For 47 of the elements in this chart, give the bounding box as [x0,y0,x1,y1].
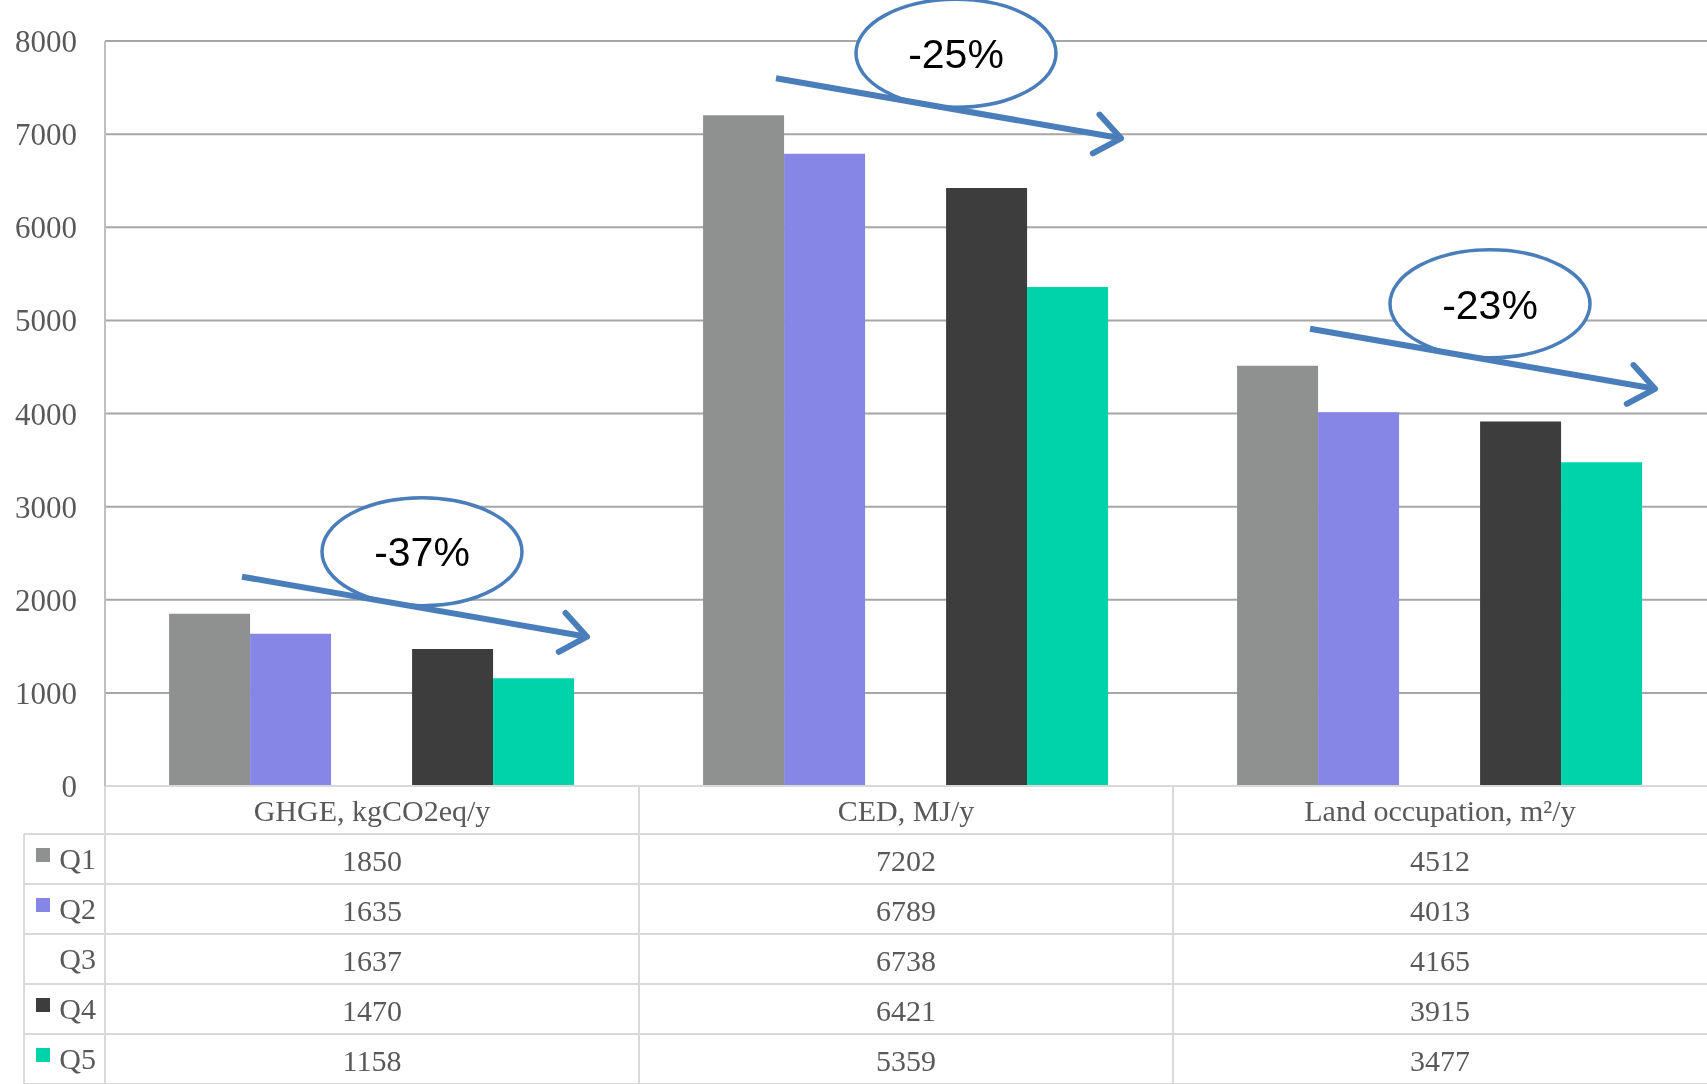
data-label: 7202 [875,843,937,879]
bar [412,649,494,786]
bar [250,633,332,786]
annotation: -23% [1442,281,1538,328]
legend-label: Q1 [58,841,96,877]
legend-label: Q5 [58,1041,96,1077]
y-tick-label: 2000 [15,582,77,618]
y-tick-label: 7000 [15,117,77,153]
y-tick-label: 3000 [15,489,77,525]
bar [1027,286,1109,786]
bar [1318,412,1400,786]
bar [1561,462,1643,786]
y-tick-label: 0 [61,769,77,805]
text: 6738 [876,944,936,977]
bar [946,188,1028,786]
data-label: 4512 [1409,843,1471,879]
y-tick-label: 1000 [15,675,77,711]
y-tick-label: 6000 [15,210,77,246]
data-label: 1635 [341,893,403,929]
bar [169,613,251,786]
legend-label: Q2 [58,891,96,927]
y-tick-label: 4000 [15,396,77,432]
data-label: 3915 [1409,993,1471,1029]
x-tick-label: CED, MJ/y [837,794,975,828]
text: 4165 [1410,944,1470,977]
bar [1480,421,1562,786]
data-label: 5359 [875,1043,937,1079]
data-label: 6789 [875,893,937,929]
data-label: 3477 [1409,1043,1471,1079]
data-label: 6421 [875,993,937,1029]
y-tick-label: 5000 [15,303,77,339]
bar [1237,365,1319,786]
x-tick-label: Land occupation, m²/y [1304,794,1576,828]
data-label: 1850 [341,843,403,879]
annotation: -25% [908,31,1004,78]
data-label: 1470 [341,993,403,1029]
data-label: 1158 [341,1043,403,1079]
bar [784,153,866,786]
y-tick-label: 8000 [15,24,77,60]
bar [703,115,785,786]
x-tick-label: GHGE, kgCO2eq/y [253,794,491,828]
annotation: -37% [374,529,470,576]
text: Q3 [58,941,96,977]
text: 1637 [342,944,402,977]
bar [493,678,575,786]
legend-label: Q4 [58,991,96,1027]
data-label: 4013 [1409,893,1471,929]
